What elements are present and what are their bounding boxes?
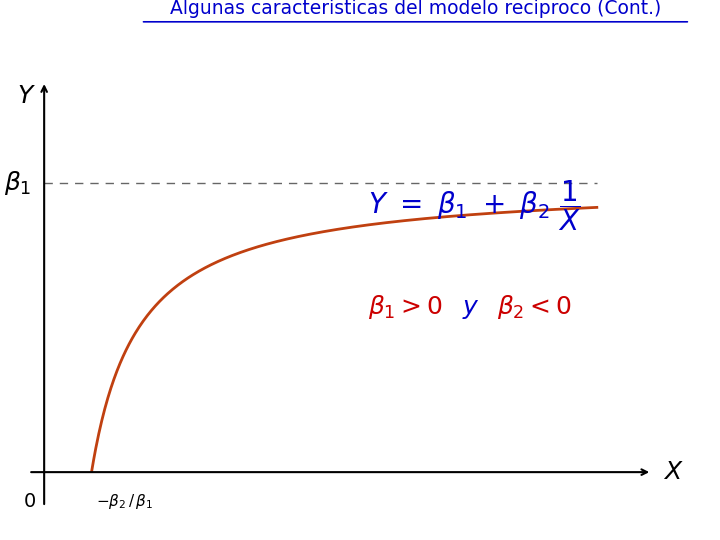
Text: $\beta_1 > 0$: $\beta_1 > 0$ xyxy=(368,293,443,321)
Text: X: X xyxy=(664,460,681,484)
Text: $-\beta_2\,/\,\beta_1$: $-\beta_2\,/\,\beta_1$ xyxy=(96,491,153,511)
Text: $\beta_1$: $\beta_1$ xyxy=(4,168,31,197)
Text: $\beta_2 < 0$: $\beta_2 < 0$ xyxy=(498,293,572,321)
Text: Y: Y xyxy=(17,84,33,107)
Text: Algunas caracteristicas del modelo reciproco (Cont.): Algunas caracteristicas del modelo recip… xyxy=(170,0,661,18)
Text: y: y xyxy=(463,295,477,319)
Text: $\mathit{Y}\ =\ \beta_1\ +\ \beta_2\ \dfrac{1}{X}$: $\mathit{Y}\ =\ \beta_1\ +\ \beta_2\ \df… xyxy=(368,178,581,233)
Text: 0: 0 xyxy=(24,491,36,511)
